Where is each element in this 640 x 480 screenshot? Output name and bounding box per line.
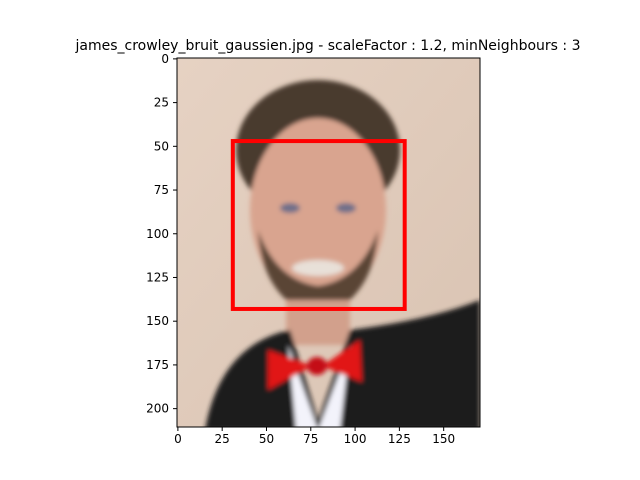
x-tick-label: 0 xyxy=(174,432,182,446)
y-tick-label: 75 xyxy=(154,183,169,197)
chart-title: james_crowley_bruit_gaussien.jpg - scale… xyxy=(75,38,581,54)
x-axis: 0 25 50 75 100 125 150 xyxy=(174,427,455,446)
x-tick-label: 75 xyxy=(303,432,318,446)
y-tick-label: 0 xyxy=(161,52,169,66)
photo-image xyxy=(177,58,480,427)
x-tick-label: 50 xyxy=(259,432,274,446)
y-axis: 0 25 50 75 100 125 150 175 200 xyxy=(146,52,177,416)
x-tick-label: 25 xyxy=(215,432,230,446)
y-tick-label: 100 xyxy=(146,227,169,241)
y-tick-label: 50 xyxy=(154,139,169,153)
x-tick-label: 125 xyxy=(388,432,411,446)
y-tick-label: 125 xyxy=(146,270,169,284)
y-tick-label: 150 xyxy=(146,314,169,328)
y-tick-label: 175 xyxy=(146,358,169,372)
face-detection-box xyxy=(230,139,407,311)
axes-frame xyxy=(176,57,481,428)
y-tick-label: 200 xyxy=(146,402,169,416)
x-tick-label: 100 xyxy=(344,432,367,446)
y-tick-label: 25 xyxy=(154,96,169,110)
x-tick-label: 150 xyxy=(432,432,455,446)
